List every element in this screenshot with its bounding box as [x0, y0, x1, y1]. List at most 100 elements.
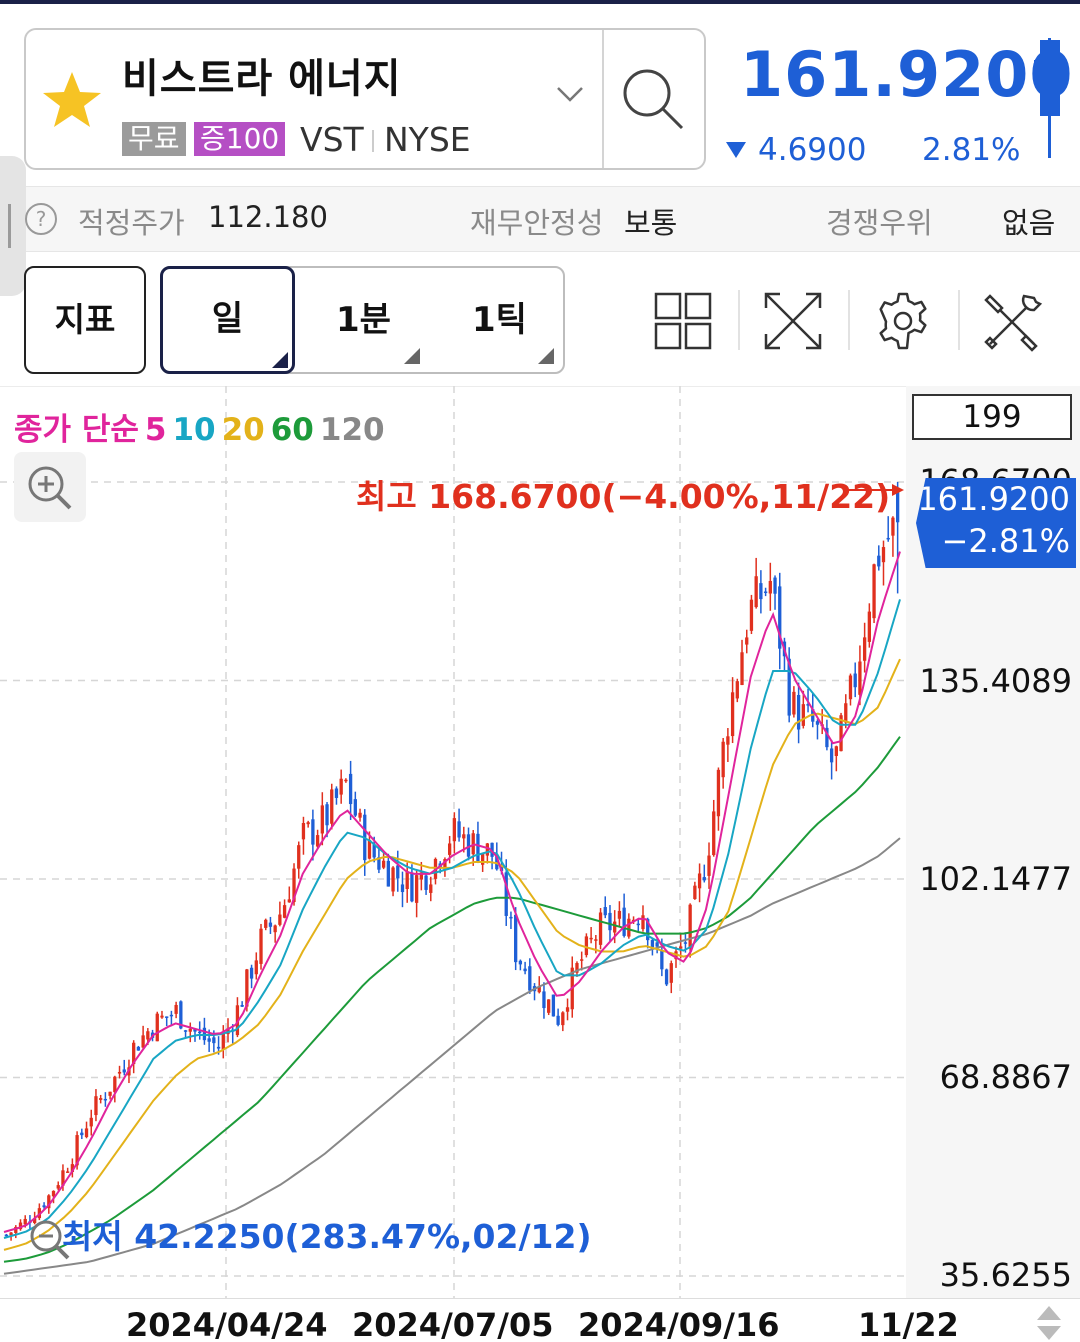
candle-body [627, 918, 631, 937]
candle-body [155, 1013, 159, 1042]
svg-text:?: ? [36, 207, 47, 231]
candle-body [886, 537, 890, 540]
candle-body [348, 773, 353, 805]
candle-body [829, 748, 834, 763]
tools-icon[interactable] [982, 290, 1044, 352]
ma120-line [3, 837, 901, 1275]
period-1min-dropdown-marker [404, 348, 420, 364]
candle-body [452, 818, 457, 842]
candle-body [240, 1005, 244, 1007]
ma10-legend: 10 [172, 412, 216, 448]
candle-body [202, 1027, 207, 1041]
candle-body [664, 969, 669, 985]
candle-body [47, 1195, 51, 1209]
financial-stability-label: 재무안정성 [470, 206, 604, 240]
fair-price-value: 112.180 [208, 200, 328, 234]
indicator-button[interactable]: 지표 [24, 266, 146, 374]
candle-body [61, 1170, 65, 1186]
ma-legend-prefix: 종가 단순 [14, 412, 139, 448]
candle-body [693, 885, 697, 900]
period-1tick-button[interactable]: 1틱 [472, 300, 527, 340]
help-icon[interactable]: ? [24, 202, 58, 236]
candle-body [315, 835, 320, 847]
date-axis[interactable] [0, 1298, 1080, 1342]
candle-body [773, 577, 777, 594]
settings-gear-icon[interactable] [872, 290, 934, 352]
side-drawer-grip [8, 204, 11, 248]
candle-body [485, 843, 490, 856]
exchange-name: NYSE [384, 120, 471, 159]
period-1min-button[interactable]: 1분 [336, 300, 391, 340]
candle-body [405, 871, 409, 890]
ma5-legend: 5 [144, 412, 167, 448]
candle-body [504, 872, 508, 916]
candle-body [523, 968, 527, 972]
candle-body [801, 704, 805, 726]
star-icon[interactable] [40, 68, 104, 132]
candle-body [745, 637, 749, 645]
candle-body [221, 1033, 225, 1050]
candle-body [377, 857, 381, 870]
candle-body [735, 681, 739, 699]
candlestick-chart[interactable] [0, 386, 906, 1298]
competitive-advantage-label: 경쟁우위 [826, 206, 933, 240]
financial-stability-value: 보통 [624, 206, 678, 240]
x-axis-label: 2024/04/24 [126, 1306, 328, 1342]
candle-body [763, 591, 768, 594]
candle-body [688, 904, 692, 949]
candle-body [617, 910, 622, 919]
candle-body [273, 925, 277, 933]
moving-average-legend[interactable]: 종가 단순 5 10 20 60 120 [14, 404, 391, 449]
ma20-legend: 20 [221, 412, 265, 448]
layout-grid-icon[interactable] [652, 290, 714, 352]
zoom-out-icon[interactable] [22, 1212, 82, 1268]
candle-body [712, 811, 716, 856]
candle-body [334, 788, 339, 798]
x-axis-label: 2024/09/16 [578, 1306, 780, 1342]
candle-body [891, 517, 895, 536]
candle-body [895, 487, 900, 523]
candle-body [594, 939, 598, 941]
candle-count-box[interactable]: 199 [912, 394, 1072, 440]
y-axis-label: 35.6255 [939, 1256, 1072, 1294]
fullscreen-icon[interactable] [762, 290, 824, 352]
period-day-dropdown-marker [272, 352, 288, 368]
candle-body [169, 1014, 174, 1017]
candle-body [353, 799, 357, 816]
candle-body [537, 986, 541, 993]
candle-body [339, 778, 343, 795]
candle-body [66, 1171, 70, 1173]
period-1tick-dropdown-marker [538, 348, 554, 364]
candle-body [542, 991, 546, 1009]
period-day-button[interactable]: 일 [160, 266, 295, 374]
candle-body [344, 779, 348, 782]
current-price-tag: 161.9200 −2.81% [916, 478, 1076, 568]
candle-body [660, 950, 664, 970]
candle-body [216, 1046, 221, 1049]
candle-body [792, 691, 796, 715]
candle-body [796, 694, 801, 730]
candle-body [509, 916, 513, 919]
search-icon[interactable] [620, 66, 686, 132]
side-drawer-handle[interactable] [0, 156, 26, 296]
zoom-in-icon[interactable] [14, 452, 86, 522]
candle-body [391, 867, 395, 892]
free-badge: 무료 [122, 122, 186, 156]
chevron-down-icon[interactable] [554, 82, 586, 106]
scroll-up-down-icon[interactable] [1034, 1304, 1064, 1342]
price-candle-body [1040, 40, 1060, 116]
stock-name[interactable]: 비스트라 에너지 [122, 56, 402, 102]
candle-body [683, 942, 688, 944]
tool-separator [738, 290, 740, 350]
ma120-legend: 120 [319, 412, 385, 448]
candle-body [414, 875, 419, 903]
candle-body [514, 914, 518, 963]
price-chart-area[interactable] [0, 386, 1080, 1298]
search-divider [602, 30, 604, 168]
candle-body [518, 960, 523, 965]
candle-body [23, 1218, 27, 1225]
candle-body [547, 999, 551, 1013]
candle-body [132, 1042, 136, 1065]
candle-body [94, 1096, 98, 1116]
candle-body [33, 1218, 37, 1223]
